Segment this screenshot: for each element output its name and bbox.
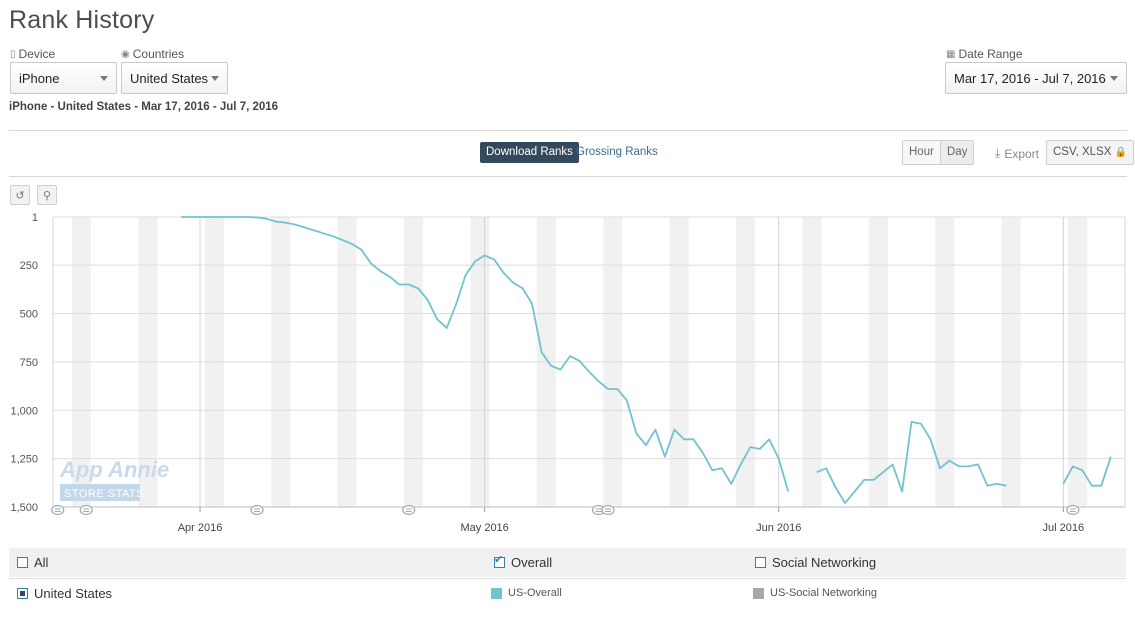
- x-tick-label: Apr 2016: [178, 522, 223, 534]
- y-tick-label: 500: [20, 309, 38, 321]
- y-axis-labels: 1 250 500 750 1,000 1,250 1,500: [10, 212, 38, 514]
- calendar-icon: ▦: [946, 48, 956, 60]
- series-line-us-overall: [181, 216, 1112, 504]
- countries-select[interactable]: United States: [121, 62, 228, 94]
- hour-button[interactable]: Hour: [903, 141, 940, 164]
- undo-icon: ↺: [15, 189, 25, 202]
- comment-icon: [601, 504, 615, 516]
- date-range-value: Mar 17, 2016 - Jul 7, 2016: [954, 70, 1106, 86]
- reset-zoom-button[interactable]: ↺: [10, 185, 30, 205]
- export-button[interactable]: ⤓ Export: [995, 146, 1039, 161]
- legend-overall-label: Overall: [511, 555, 553, 570]
- annotation-marker[interactable]: [79, 504, 93, 516]
- annotation-marker[interactable]: [250, 504, 264, 516]
- globe-icon: ◉: [121, 48, 130, 60]
- date-range-select[interactable]: Mar 17, 2016 - Jul 7, 2016: [945, 62, 1127, 94]
- y-tick-label: 250: [20, 260, 38, 272]
- countries-label: ◉ Countries: [121, 47, 184, 61]
- device-label-text: Device: [18, 47, 56, 61]
- legend-social-label: Social Networking: [772, 555, 877, 570]
- legend-country-label: United States: [34, 585, 113, 601]
- date-range-label-text: Date Range: [958, 47, 1023, 61]
- watermark-subtitle: STORE STATS: [64, 488, 144, 500]
- device-select[interactable]: iPhone: [10, 62, 117, 94]
- x-tick-label: May 2016: [460, 522, 508, 534]
- legend-social-networking[interactable]: Social Networking: [755, 548, 876, 577]
- countries-value: United States: [130, 70, 209, 86]
- x-tick-label: Jul 2016: [1043, 522, 1085, 534]
- x-tick-label: Jun 2016: [756, 522, 801, 534]
- legend-us-social-label: US-Social Networking: [770, 587, 877, 599]
- month-lines: [199, 217, 1064, 512]
- checkbox-checked-icon: [494, 553, 505, 568]
- export-label: Export: [1004, 146, 1039, 161]
- radio-selected-icon: [17, 587, 28, 599]
- comment-icon: [250, 504, 264, 516]
- annotation-marker[interactable]: [601, 504, 615, 516]
- legend-us-overall[interactable]: US-Overall: [491, 579, 562, 607]
- zoom-button[interactable]: ⚲: [37, 185, 57, 205]
- y-tick-label: 750: [20, 357, 38, 369]
- tab-download-ranks[interactable]: Download Ranks: [480, 142, 579, 163]
- y-tick-label: 1: [32, 212, 38, 224]
- y-tick-label: 1,500: [10, 502, 38, 514]
- app-annie-watermark: App Annie STORE STATS: [59, 457, 169, 501]
- lock-icon: 🔒: [1114, 147, 1128, 158]
- legend-us-social-networking[interactable]: US-Social Networking: [753, 579, 877, 607]
- countries-label-text: Countries: [132, 47, 185, 61]
- rank-history-chart[interactable]: 1 250 500 750 1,000 1,250 1,500 Apr 2016 May 20…: [0, 205, 1135, 540]
- comment-icon: [51, 504, 65, 516]
- legend-all-label: All: [34, 555, 49, 570]
- day-button[interactable]: Day: [939, 141, 974, 164]
- series-legend-categories: All Overall Social Networking: [9, 548, 1126, 577]
- checkbox-icon: [755, 557, 766, 568]
- selection-summary: iPhone - United States - Mar 17, 2016 - …: [9, 101, 279, 113]
- color-swatch: [753, 587, 764, 599]
- legend-us-overall-label: US-Overall: [508, 587, 562, 599]
- device-label: ▯ Device: [10, 47, 55, 61]
- divider: [9, 176, 1127, 177]
- annotation-marker[interactable]: [402, 504, 416, 516]
- series-lines: [181, 216, 1112, 504]
- comment-icon: [402, 504, 416, 516]
- chevron-down-icon: [211, 75, 219, 81]
- granularity-toggle: Hour Day: [902, 140, 975, 165]
- y-tick-label: 1,000: [10, 405, 38, 417]
- export-format-label: CSV, XLSX: [1053, 146, 1112, 158]
- chevron-down-icon: [100, 75, 108, 81]
- device-value: iPhone: [19, 70, 60, 86]
- checkbox-icon: [17, 557, 28, 568]
- download-icon: ⤓: [995, 146, 1001, 160]
- chevron-down-icon: [1110, 75, 1118, 81]
- series-legend-country: United States US-Overall US-Social Netwo…: [9, 578, 1126, 607]
- device-icon: ▯: [10, 48, 16, 60]
- annotation-marker[interactable]: [51, 504, 65, 516]
- annotation-marker[interactable]: [591, 504, 606, 516]
- legend-overall[interactable]: Overall: [494, 548, 552, 577]
- annotation-marker[interactable]: [1066, 504, 1080, 516]
- date-range-label: ▦ Date Range: [946, 47, 1023, 61]
- export-format-button[interactable]: CSV, XLSX 🔒: [1046, 140, 1135, 165]
- y-tick-label: 1,250: [10, 454, 38, 466]
- page-title: Rank History: [9, 6, 155, 34]
- comment-icon: [1066, 504, 1080, 516]
- zoom-icon: ⚲: [42, 189, 52, 202]
- tab-grossing-ranks[interactable]: Grossing Ranks: [576, 146, 658, 158]
- color-swatch: [491, 587, 502, 599]
- comment-icon: [79, 504, 93, 516]
- watermark-title: App Annie: [59, 457, 169, 482]
- annotation-markers: [51, 504, 1080, 516]
- x-axis-labels: Apr 2016 May 2016 Jun 2016 Jul 2016: [178, 522, 1084, 534]
- legend-united-states[interactable]: United States: [17, 579, 112, 607]
- divider: [9, 130, 1127, 131]
- legend-all[interactable]: All: [17, 548, 48, 577]
